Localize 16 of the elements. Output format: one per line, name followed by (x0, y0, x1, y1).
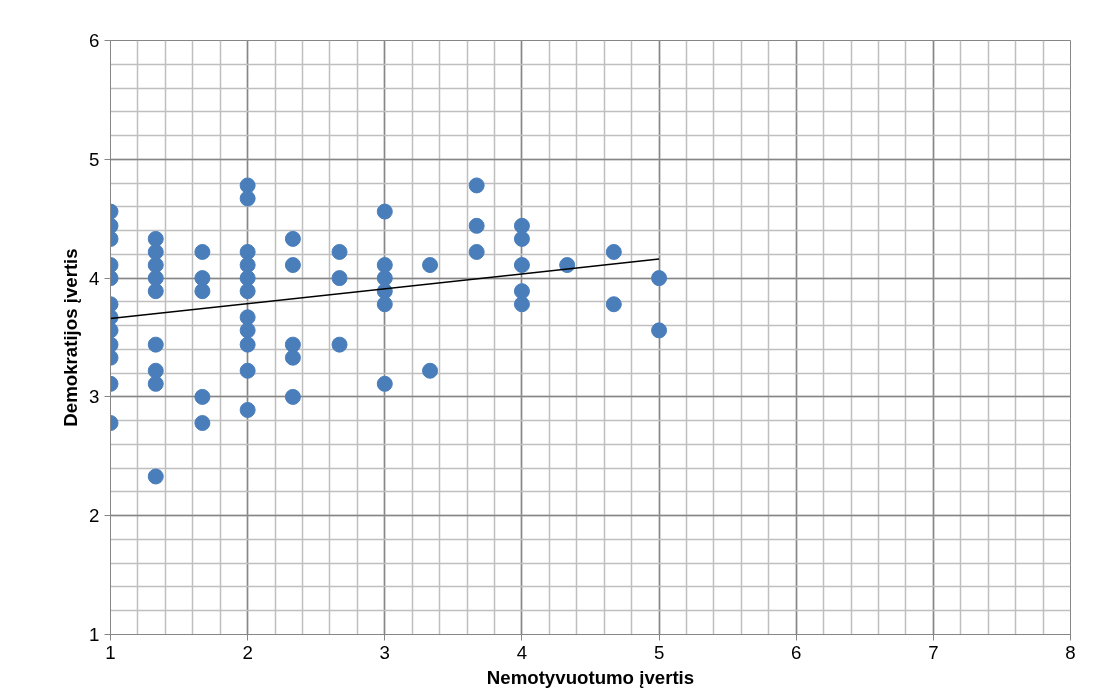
y-tick-label: 4 (89, 267, 100, 289)
x-tick-label: 8 (1065, 641, 1076, 663)
x-tick-label: 3 (379, 641, 390, 663)
y-tick-label: 1 (89, 624, 100, 645)
x-tick-label: 6 (791, 641, 802, 663)
x-tick-label: 1 (105, 641, 116, 663)
x-tick-label: 5 (653, 641, 665, 663)
x-axis-title: Nemotyvuotumo įvertis (486, 666, 695, 688)
y-tick-label: 2 (89, 505, 100, 527)
x-tick-label: 4 (516, 641, 528, 663)
y-axis-title: Demokratijos įvertis (60, 248, 82, 427)
x-tick-label: 7 (928, 641, 939, 663)
y-tick-label: 6 (89, 30, 100, 51)
y-tick-label: 3 (89, 386, 100, 408)
x-tick-label: 2 (242, 641, 253, 663)
y-tick-label: 5 (89, 148, 100, 170)
